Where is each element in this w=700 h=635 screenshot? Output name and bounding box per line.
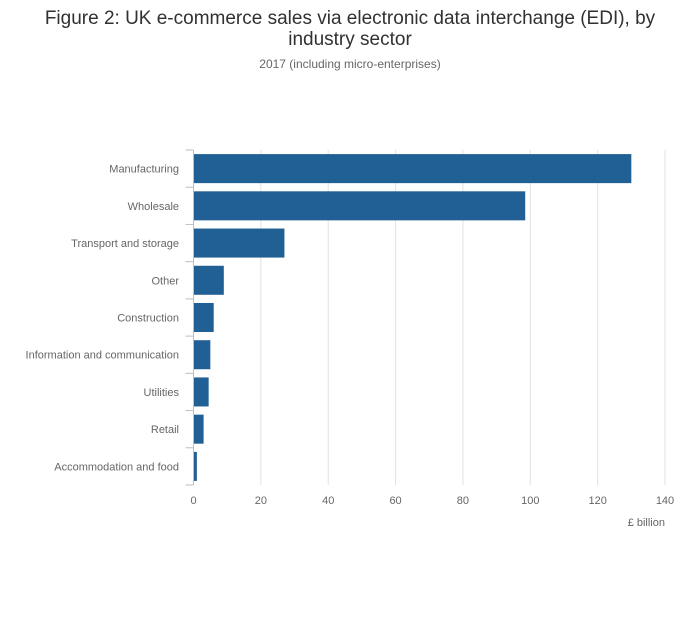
category-label: Transport and storage <box>71 238 179 250</box>
bars <box>193 154 632 481</box>
category-label: Accommodation and food <box>54 461 179 473</box>
x-tick-label: 140 <box>656 495 674 507</box>
x-tick-label: 100 <box>521 495 539 507</box>
bar <box>193 340 211 370</box>
chart-subtitle: 2017 (including micro-enterprises) <box>259 57 441 71</box>
x-tick-label: 40 <box>322 495 334 507</box>
x-tick-label: 60 <box>389 495 401 507</box>
category-label: Information and communication <box>26 350 179 362</box>
x-tick-label: 80 <box>457 495 469 507</box>
x-tick-label: 0 <box>190 495 196 507</box>
category-label: Other <box>151 275 179 287</box>
category-label: Manufacturing <box>109 164 179 176</box>
bar <box>193 414 204 444</box>
bar <box>193 191 526 221</box>
labels: 0 20 40 60 80 100 120 140 Manufacturing Wholesale… <box>26 164 675 529</box>
x-axis-label: £ billion <box>628 517 665 529</box>
category-label: Retail <box>151 424 179 436</box>
bar <box>193 451 197 481</box>
bar <box>193 302 214 333</box>
category-label: Utilities <box>144 387 180 399</box>
bar <box>193 265 224 295</box>
x-tick-label: 20 <box>255 495 267 507</box>
bar <box>193 228 285 258</box>
bar <box>193 377 209 407</box>
axes <box>185 149 194 486</box>
x-tick-label: 120 <box>588 495 606 507</box>
bar <box>193 154 632 184</box>
chart-title: Figure 2: UK e-commerce sales via electr… <box>44 8 656 50</box>
category-label: Construction <box>117 313 179 325</box>
category-label: Wholesale <box>128 201 179 213</box>
